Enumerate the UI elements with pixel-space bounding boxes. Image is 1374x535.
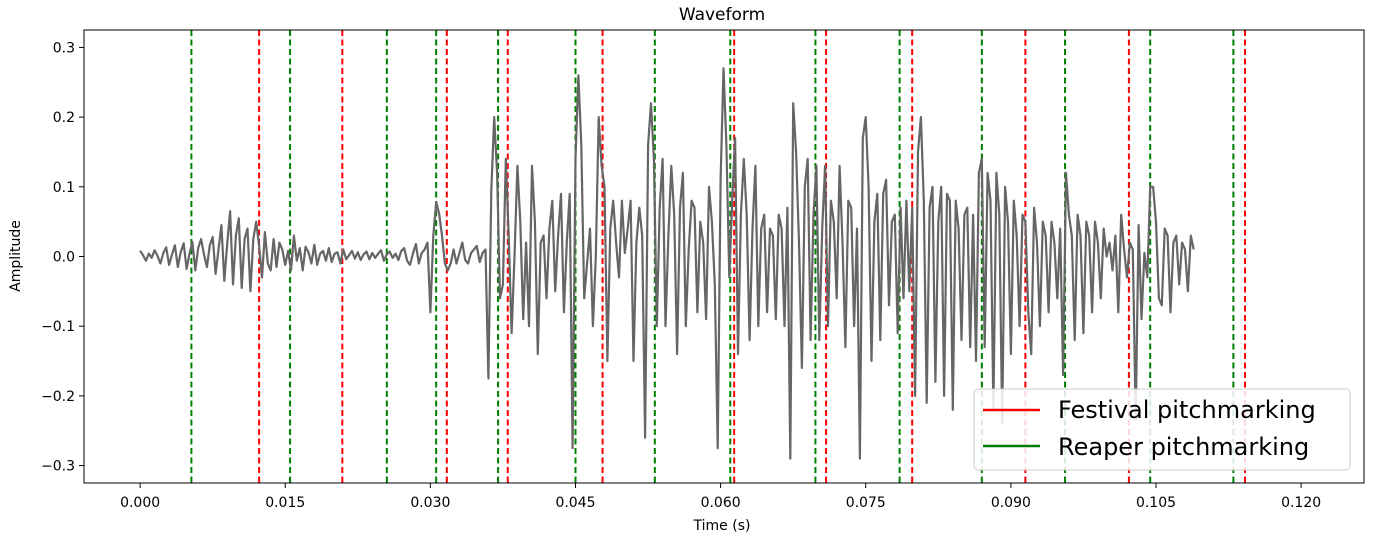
- x-tick-label: 0.015: [265, 495, 305, 511]
- x-tick-label: 0.045: [555, 495, 595, 511]
- y-tick-label: 0.1: [53, 180, 75, 196]
- x-tick-label: 0.105: [1136, 495, 1176, 511]
- y-tick-label: −0.1: [41, 319, 75, 335]
- x-axis-ticks: 0.000 0.015 0.030 0.045 0.060 0.075 0.090 0.105…: [120, 483, 1321, 511]
- x-tick-label: 0.060: [701, 495, 741, 511]
- y-tick-label: 0.0: [53, 250, 75, 266]
- y-axis-label: Amplitude: [8, 220, 24, 292]
- x-axis-label: Time (s): [693, 518, 751, 534]
- legend-box: [973, 388, 1351, 471]
- x-tick-label: 0.075: [846, 495, 886, 511]
- waveform-line: [139, 67, 1195, 460]
- y-tick-label: 0.2: [53, 110, 75, 126]
- y-tick-label: −0.2: [41, 389, 75, 405]
- chart-title: Waveform: [679, 5, 765, 25]
- legend-label-festival: Festival pitchmarking: [1058, 396, 1316, 424]
- y-axis-ticks: −0.3 −0.2 −0.1 0.0 0.1 0.2 0.3: [41, 40, 84, 475]
- x-tick-label: 0.000: [120, 495, 160, 511]
- legend-label-reaper: Reaper pitchmarking: [1058, 433, 1309, 461]
- x-tick-label: 0.090: [991, 495, 1031, 511]
- x-tick-label: 0.030: [410, 495, 450, 511]
- y-tick-label: 0.3: [53, 40, 75, 56]
- x-tick-label: 0.120: [1281, 495, 1321, 511]
- legend: Festival pitchmarking Reaper pitchmarkin…: [973, 388, 1351, 471]
- y-tick-label: −0.3: [41, 459, 75, 475]
